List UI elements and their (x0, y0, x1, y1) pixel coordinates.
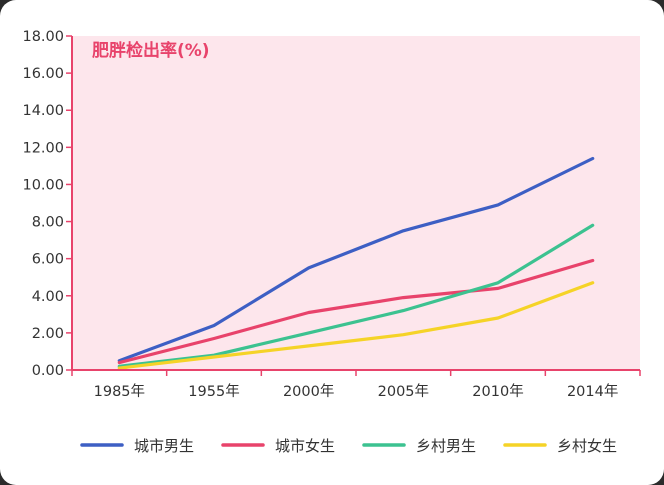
x-tick-label: 2000年 (283, 383, 334, 400)
x-tick-label: 2005年 (378, 383, 429, 400)
y-tick-label: 8.00 (32, 215, 64, 231)
series-line-1 (117, 156, 595, 363)
legend-label: 城市男生 (134, 437, 194, 455)
y-tick-label: 10.00 (22, 177, 64, 193)
legend-label: 城市女生 (275, 437, 335, 455)
y-tick-label: 16.00 (22, 66, 64, 82)
series-line-3 (117, 223, 595, 368)
y-ticks: 0.00 2.00 4.00 6.00 8.00 10.00 12.00 14.00 16.00… (22, 29, 72, 379)
y-tick-label: 18.00 (22, 29, 64, 45)
y-tick-label: 4.00 (32, 289, 64, 305)
series-layer (117, 156, 595, 370)
series-line-4 (117, 281, 595, 370)
y-tick-label: 6.00 (32, 252, 64, 268)
x-tick-label: 1955年 (188, 383, 239, 400)
y-tick-label: 14.00 (22, 103, 64, 119)
x-ticks: 1985年 1955年 2000年 2005年 2010年 2014年 (71, 370, 641, 400)
x-tick-label: 1985年 (94, 383, 145, 400)
y-tick-label: 12.00 (22, 140, 64, 156)
y-axis-label: 肥胖检出率(%) (92, 40, 210, 61)
y-tick-label: 0.00 (32, 363, 64, 379)
legend-label: 乡村男生 (416, 437, 476, 455)
y-tick-label: 2.00 (32, 326, 64, 342)
plot-area (72, 36, 640, 370)
x-tick-label: 2014年 (567, 383, 618, 400)
series-line-2 (117, 258, 595, 365)
legend-label: 乡村女生 (557, 437, 617, 455)
legend: 城市男生 城市女生 乡村男生 乡村女生 (80, 437, 617, 455)
x-tick-label: 2010年 (472, 383, 523, 400)
